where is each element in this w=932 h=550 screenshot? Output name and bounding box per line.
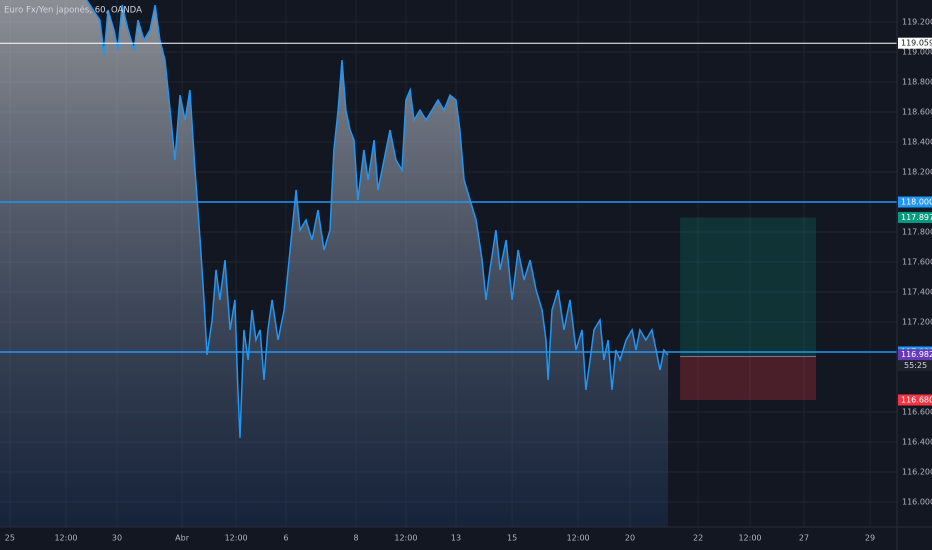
countdown-box — [898, 360, 932, 372]
profit-zone — [680, 217, 816, 357]
x-tick-label: 12:00 — [567, 534, 590, 543]
hline-label-box — [898, 196, 932, 208]
x-tick-label: 12:00 — [394, 534, 417, 543]
plot-area — [0, 0, 897, 527]
y-tick-label: 119.000 — [902, 48, 932, 57]
stop-label: 116.680 — [901, 395, 932, 404]
y-tick-label: 117.600 — [902, 258, 932, 267]
x-tick-label: 29 — [865, 534, 875, 543]
x-tick-label: 8 — [354, 534, 359, 543]
x-tick-label: 22 — [693, 534, 703, 543]
price-area — [0, 0, 669, 527]
y-tick-label: 118.600 — [902, 108, 932, 117]
y-tick-label: 116.200 — [902, 467, 932, 476]
stop-label-box — [898, 394, 932, 406]
x-tick-label: 12:00 — [54, 534, 77, 543]
y-tick-label: 117.400 — [902, 287, 932, 296]
x-tick-label: Abr — [175, 534, 190, 543]
y-tick-label: 116.000 — [902, 497, 932, 506]
x-tick-label: 15 — [507, 534, 517, 543]
countdown: 55:25 — [904, 361, 927, 370]
y-tick-label: 118.400 — [902, 138, 932, 147]
target-label-box — [898, 211, 932, 223]
y-tick-label: 117.800 — [902, 228, 932, 237]
target-label: 117.897 — [901, 213, 932, 222]
x-tick-label: 12:00 — [225, 534, 248, 543]
x-tick-label: 27 — [799, 534, 809, 543]
x-tick-label: 6 — [283, 534, 288, 543]
x-tick-label: 30 — [112, 534, 122, 543]
x-tick-label: 13 — [451, 534, 461, 543]
last-price-label: 116.982 — [901, 350, 932, 359]
y-tick-label: 118.800 — [902, 78, 932, 87]
x-tick-label: 20 — [625, 534, 635, 543]
hline-label-box — [898, 37, 932, 49]
y-tick-label: 118.200 — [902, 168, 932, 177]
axes: 119.200 119.000 118.800 118.600 118.400 118.2… — [5, 18, 932, 543]
chart-title: Euro Fx/Yen japonés, 60, OANDA — [4, 5, 142, 16]
y-tick-label: 117.200 — [902, 317, 932, 326]
x-tick-label: 25 — [5, 534, 15, 543]
last-price-label-box — [898, 349, 932, 361]
loss-zone — [680, 356, 816, 400]
hline-label: 119.059 — [901, 39, 932, 48]
x-tick-label: 12:00 — [738, 534, 761, 543]
hline-label: 118.000 — [901, 198, 932, 207]
y-tick-label: 119.200 — [902, 18, 932, 27]
y-tick-label: 116.600 — [902, 407, 932, 416]
y-tick-label: 116.400 — [902, 437, 932, 446]
price-line — [85, 0, 669, 438]
